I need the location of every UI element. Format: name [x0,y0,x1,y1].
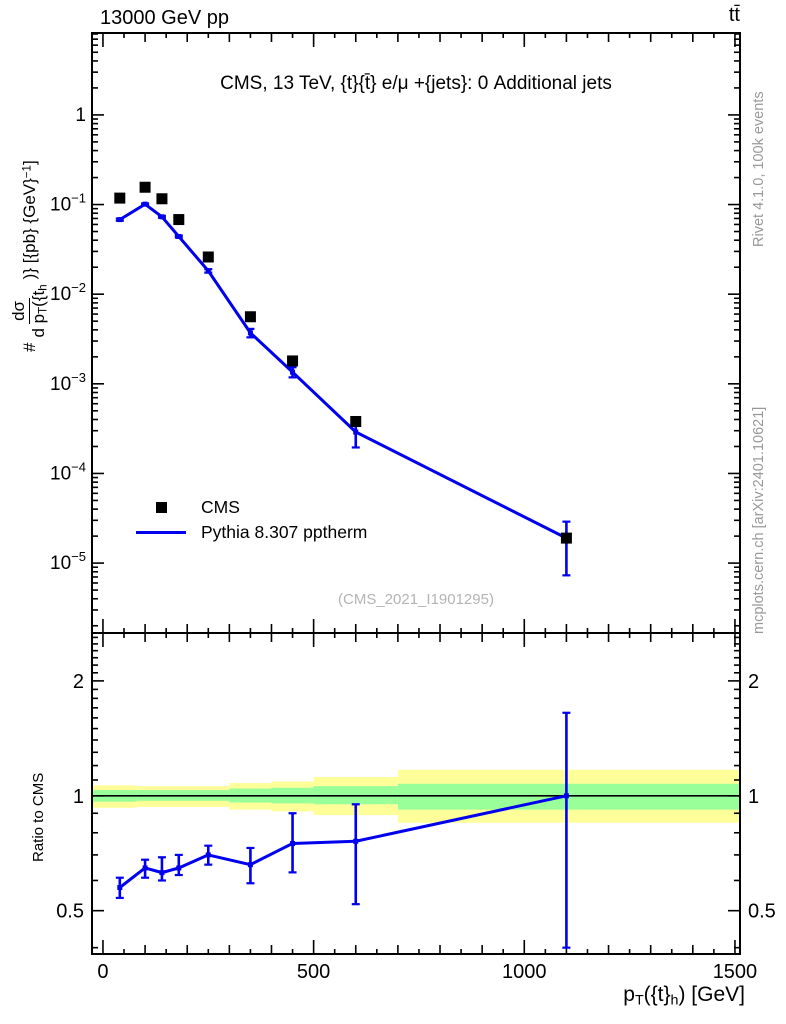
cms-data-point [139,181,151,193]
x-tick-label: 1000 [502,961,547,983]
process-label: tt̄ [728,4,740,26]
legend-label-pythia: Pythia 8.307 pptherm [201,522,368,542]
ratio-point [142,865,148,871]
ratio-point [117,885,123,891]
pythia-point [117,217,123,223]
cms-data-point [156,193,168,205]
pythia-point [290,369,296,375]
rivet-version-note: Rivet 4.1.0, 100k events [751,91,767,247]
mcplots-reference-note: mcplots.cern.ch [arXiv:2401.10621] [751,406,767,634]
ratio-axis-label: Ratio to CMS [30,772,47,862]
x-tick-label: 1500 [713,961,758,983]
ratio-y-tick-label: 2 [748,671,759,693]
beam-energy-label: 13000 GeV pp [100,7,229,29]
uncertainty-band-green [397,783,740,810]
legend-row-pythia: Pythia 8.307 pptherm [130,520,367,545]
pythia-point [205,268,211,274]
ratio-point [290,840,296,846]
y-tick-label: 10−4 [50,459,86,484]
cms-data-point [173,214,185,226]
ratio-y-tick-label: 1 [748,786,759,808]
pythia-point [247,330,253,336]
ratio-y-tick-label: 0.5 [748,901,776,923]
ratio-y-tick-label: 2 [73,671,84,693]
cms-data-point [560,532,572,544]
y-axis-fraction-denominator: d pT({th [28,284,50,338]
pythia-line [119,202,568,540]
y-axis-label: # dσ d pT({th)} [{pb} {GeV}−1] [9,160,50,352]
y-axis-fraction-numerator: dσ [9,297,30,324]
ratio-point [353,838,359,844]
x-tick-label: 0 [97,961,108,983]
y-tick-label: 10−2 [50,280,86,305]
ratio-y-tick-label: 0.5 [56,901,84,923]
watermark: (CMS_2021_I1901295) [338,591,494,608]
legend: CMS Pythia 8.307 pptherm [130,495,367,545]
y-tick-label: 10−1 [50,191,86,216]
x-axis-label: pT({t}h) [GeV] [623,983,745,1009]
pythia-point [142,201,148,207]
legend-row-cms: CMS [130,495,367,520]
y-tick-label: 1 [75,105,86,126]
ratio-plot-frame [91,632,741,955]
ratio-point [205,852,211,858]
y-tick-label: 10−5 [50,549,86,574]
plot-title: CMS, 13 TeV, {t}{t̄} e/μ +{jets}: 0 Addi… [220,73,612,94]
ratio-point [176,865,182,871]
pythia-point [159,214,165,220]
cms-data-point [244,311,256,323]
cms-data-point [287,355,299,367]
ratio-point [159,870,165,876]
pythia-point [353,429,359,435]
ratio-point [247,862,253,868]
pythia-point [176,234,182,240]
legend-label-cms: CMS [201,497,240,517]
cms-data-point [202,251,214,263]
pythia-line-icon [136,531,186,534]
cms-data-point [114,192,126,204]
y-tick-label: 10−3 [50,370,86,395]
x-tick-label: 500 [297,961,330,983]
ratio-y-tick-label: 1 [73,786,84,808]
cms-square-marker-icon [155,502,167,513]
cms-data-point [350,415,362,427]
ratio-point [563,793,569,799]
